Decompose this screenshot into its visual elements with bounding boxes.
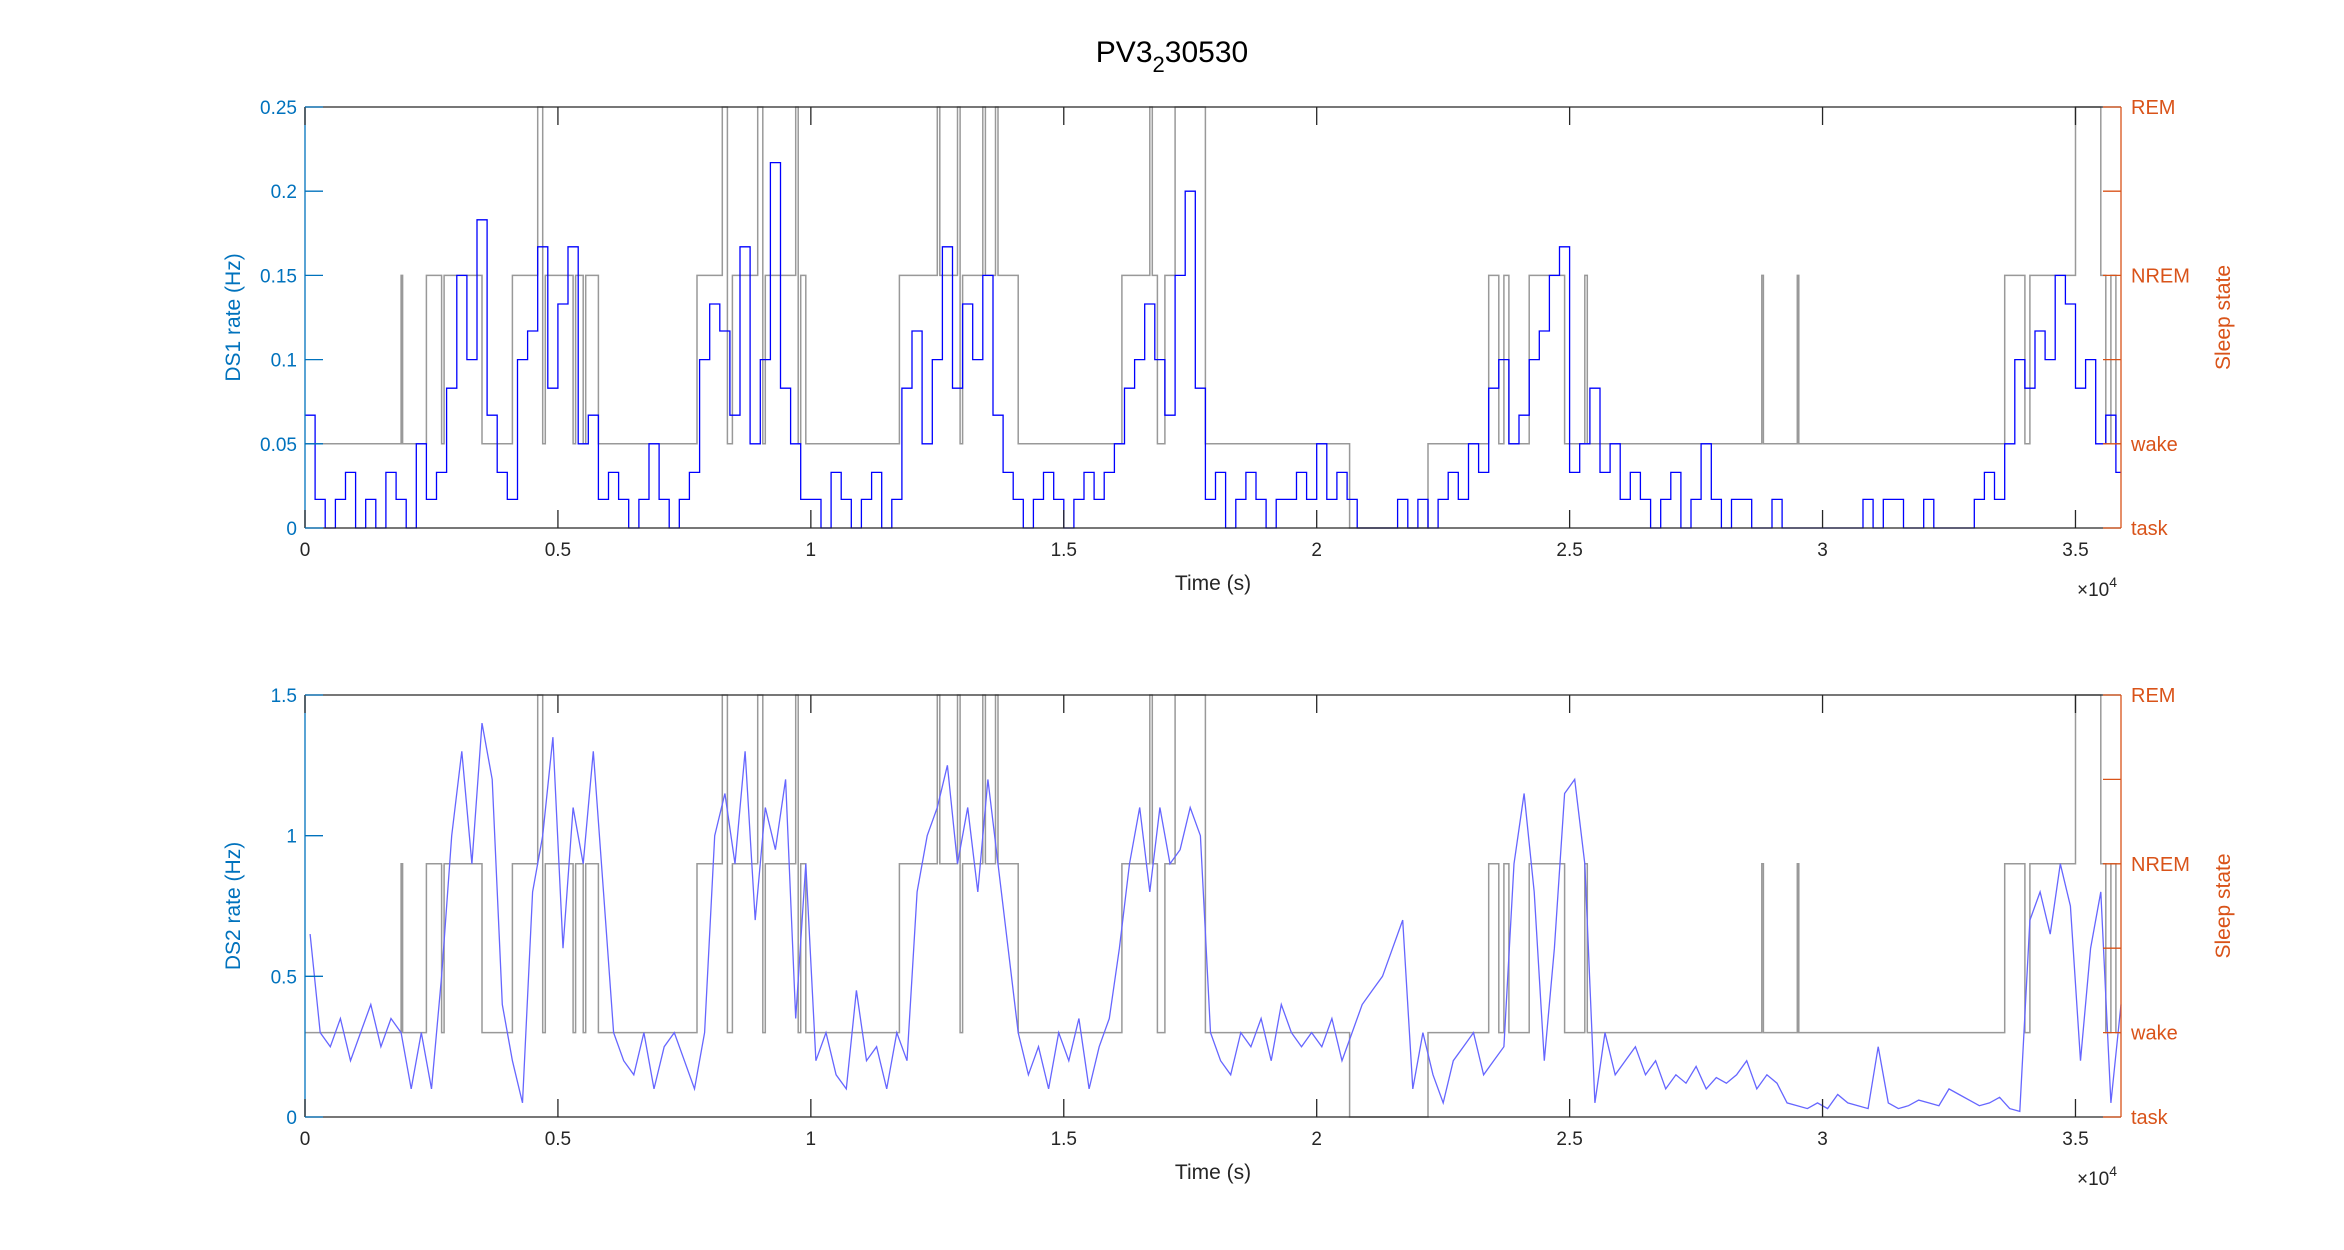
y-tick-label: 0.1 (271, 351, 297, 372)
x-tick-label: 2.5 (1556, 1129, 1582, 1150)
x-tick-label: 1 (806, 540, 817, 561)
x-tick-label: 0 (300, 540, 311, 561)
y-axis-label: DS2 rate (Hz) (222, 842, 245, 970)
axes-ds2-rate: 0 0.5 1 1.5 2 2.5 3 3.5 0 0.5 1 1.5 task wake NREM REM T… (222, 685, 2235, 1190)
x-exponent-label: ×104 (2077, 1163, 2117, 1190)
sleep-state-tick-label: wake (2130, 434, 2178, 456)
ds1-rate-line (305, 161, 2121, 529)
y-tick-label: 0.25 (260, 98, 297, 119)
x-tick-label: 3.5 (2062, 540, 2088, 561)
axes-ds1-rate: 0 0.5 1 1.5 2 2.5 3 3.5 0 0.05 0.1 0.15 0.2 0.25 task w… (222, 97, 2235, 601)
sleep-state-line (305, 106, 2121, 529)
y-tick-label: 1 (286, 827, 297, 848)
x-tick-label: 2 (1311, 540, 1322, 561)
y-tick-label: 0.2 (271, 182, 297, 203)
x-tick-label: 0 (300, 1129, 311, 1150)
sleep-state-tick-label: REM (2131, 97, 2175, 119)
x-tick-label: 3.5 (2062, 1129, 2088, 1150)
x-axis-label: Time (s) (1175, 1161, 1251, 1184)
y-tick-label: 0.05 (260, 435, 297, 456)
y-tick-label: 0 (286, 1108, 297, 1129)
ds2-rate-line (309, 722, 2122, 1113)
sleep-state-tick-label: REM (2131, 685, 2175, 707)
x-tick-label: 0.5 (545, 1129, 571, 1150)
x-tick-label: 1.5 (1051, 540, 1077, 561)
sleep-state-tick-label: task (2131, 1107, 2169, 1129)
x-tick-label: 1 (806, 1129, 817, 1150)
sleep-state-tick-label: NREM (2131, 854, 2190, 876)
y-tick-label: 1.5 (271, 686, 297, 707)
y-tick-label: 0.15 (260, 266, 297, 287)
x-tick-label: 1.5 (1051, 1129, 1077, 1150)
y-axis-label: DS1 rate (Hz) (222, 253, 245, 381)
sleep-state-tick-label: NREM (2131, 265, 2190, 287)
x-tick-label: 2 (1311, 1129, 1322, 1150)
x-exponent-label: ×104 (2077, 574, 2117, 601)
sleep-state-line (305, 694, 2121, 1118)
x-axis-label: Time (s) (1175, 572, 1251, 595)
x-tick-label: 3 (1817, 540, 1828, 561)
sleep-state-axis-label: Sleep state (2212, 853, 2235, 958)
x-tick-label: 0.5 (545, 540, 571, 561)
sleep-state-tick-label: task (2131, 518, 2169, 540)
x-tick-label: 2.5 (1556, 540, 1582, 561)
y-tick-label: 0 (286, 519, 297, 540)
x-tick-label: 3 (1817, 1129, 1828, 1150)
sleep-state-axis-label: Sleep state (2212, 265, 2235, 370)
sleep-state-tick-label: wake (2130, 1023, 2178, 1045)
figure-title: PV3230530 (1096, 36, 1248, 77)
y-tick-label: 0.5 (271, 967, 297, 988)
